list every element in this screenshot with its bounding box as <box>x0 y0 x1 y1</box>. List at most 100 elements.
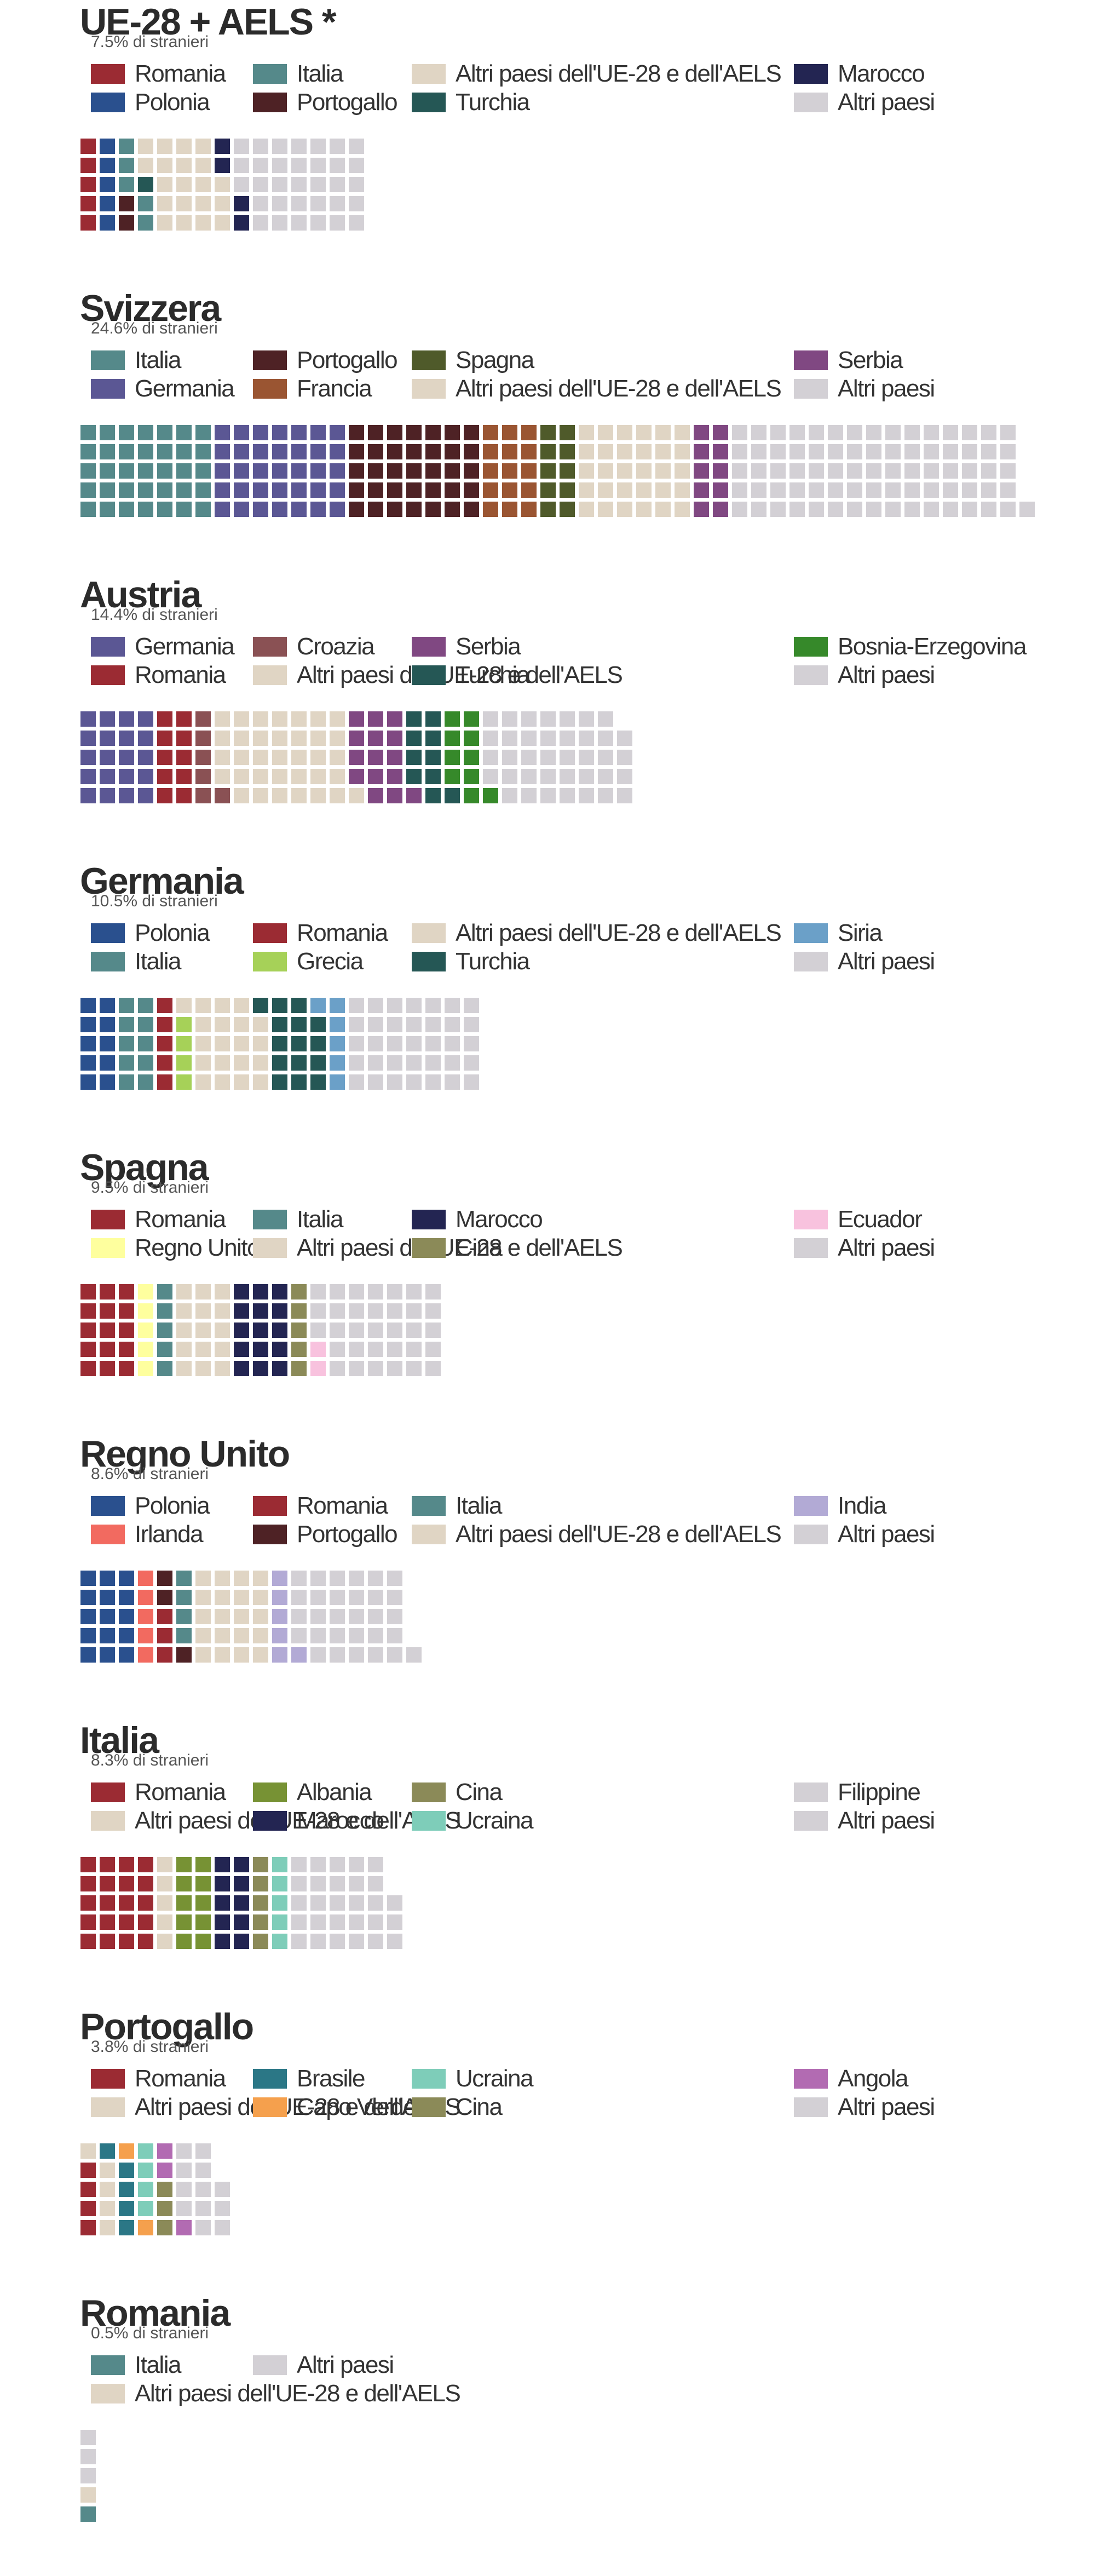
legend-label: Altri paesi <box>838 2094 935 2120</box>
waffle-cell-altri-paesi-dell-ue-28-e-dell-aels <box>157 1914 172 1930</box>
waffle-cell-altri-paesi <box>847 502 862 517</box>
legend-item-angola: Angola <box>794 2065 909 2092</box>
waffle-cell-italia <box>157 463 172 479</box>
waffle-cell-altri-paesi <box>310 196 326 211</box>
waffle-cell-altri-paesi-dell-ue-28-e-dell-aels <box>195 1017 211 1032</box>
waffle-cell-cina <box>291 1303 307 1319</box>
legend-swatch <box>794 64 828 84</box>
legend-item-altri-paesi-dell-ue-28-e-dell-aels: Altri paesi dell'UE-28 e dell'AELS <box>412 375 782 403</box>
waffle-cell-altri-paesi <box>368 1055 383 1071</box>
waffle-cell-altri-paesi <box>176 2143 192 2159</box>
waffle-cell-siria <box>330 1055 345 1071</box>
waffle-cell-germania <box>80 788 96 803</box>
waffle-cell-portogallo <box>387 463 402 479</box>
waffle-cell-altri-paesi <box>464 1074 479 1090</box>
legend-item-croazia: Croazia <box>253 633 375 660</box>
waffle-cell-altri-paesi-dell-ue-28-e-dell-aels <box>176 139 192 154</box>
waffle-cell-altri-paesi-dell-ue-28-e-dell-aels <box>253 1647 268 1663</box>
waffle-cell-altri-paesi <box>866 482 881 498</box>
waffle-cell-altri-paesi <box>521 769 537 784</box>
waffle-cell-germania <box>100 711 115 727</box>
legend-swatch <box>412 1525 446 1544</box>
legend-swatch <box>253 1525 287 1544</box>
waffle-cell-altri-paesi-dell-ue-28-e-dell-aels <box>215 1342 230 1357</box>
waffle-cell-portogallo <box>368 502 383 517</box>
waffle-cell-germania <box>138 750 153 765</box>
waffle-cell-ucraina <box>138 2182 153 2197</box>
waffle-cell-germania <box>215 444 230 459</box>
waffle-cell-regno-unito <box>138 1361 153 1376</box>
legend-item-altri-paesi-dell-ue-28-e-dell-aels: Altri paesi dell'UE-28 e dell'AELS <box>412 919 782 947</box>
waffle-cell-altri-paesi-dell-ue-28-e-dell-aels <box>195 196 211 211</box>
waffle-cell-altri-paesi <box>368 1876 383 1891</box>
waffle-cell-brasile <box>119 2163 134 2178</box>
waffle-cell-altri-paesi <box>445 1017 460 1032</box>
waffle-cell-altri-paesi <box>310 1647 326 1663</box>
waffle-cell-serbia <box>349 769 364 784</box>
legend-item-romania: Romania <box>91 1779 226 1806</box>
waffle-cell-turchia <box>310 1055 326 1071</box>
legend-label: Altri paesi dell'UE-28 e dell'AELS <box>456 375 782 402</box>
waffle-cell-germania <box>119 731 134 746</box>
waffle-cell-portogallo <box>464 425 479 440</box>
waffle-cell-altri-paesi <box>291 196 307 211</box>
legend: Polonia Romania Italia India Irlanda Portogal… <box>0 1432 1095 1548</box>
chart-subtitle: 3.8% di stranieri <box>91 2038 209 2056</box>
waffle-cell-india <box>272 1571 287 1586</box>
waffle-cell-altri-paesi <box>617 750 632 765</box>
waffle-cell-altri-paesi-dell-ue-28-e-dell-aels <box>272 731 287 746</box>
waffle-cell-altri-paesi <box>1000 463 1016 479</box>
legend-label: Portogallo <box>297 89 398 116</box>
waffle-cell-altri-paesi <box>751 482 766 498</box>
legend-label: Altri paesi dell'UE-28 e dell'AELS <box>456 919 782 946</box>
waffle-cell-altri-paesi <box>349 1895 364 1911</box>
waffle-cell-altri-paesi <box>387 1361 402 1376</box>
waffle-cell-altri-paesi-dell-ue-28-e-dell-aels <box>195 1609 211 1624</box>
waffle-cell-altri-paesi <box>215 2201 230 2216</box>
waffle-cell-portogallo <box>368 425 383 440</box>
waffle-cell-altri-paesi-dell-ue-28-e-dell-aels <box>272 788 287 803</box>
legend-label: Romania <box>135 2065 226 2092</box>
waffle-cell-altri-paesi-dell-ue-28-e-dell-aels <box>675 463 690 479</box>
waffle-cell-romania <box>100 1342 115 1357</box>
legend-label: Altri paesi dell'UE-28 e dell'AELS <box>135 2380 461 2407</box>
legend-label: Altri paesi dell'UE-28 e dell'AELS <box>297 662 623 688</box>
waffle-cell-romania <box>80 1342 96 1357</box>
waffle-cell-altri-paesi <box>387 1914 402 1930</box>
waffle-cell-spagna <box>540 425 556 440</box>
waffle-cell-ucraina <box>272 1914 287 1930</box>
waffle-cell-altri-paesi-dell-ue-28-e-dell-aels <box>234 1609 249 1624</box>
waffle-cell-italia <box>138 502 153 517</box>
waffle-cell-serbia <box>387 750 402 765</box>
waffle-cell-altri-paesi <box>483 711 498 727</box>
waffle-cell-altri-paesi <box>310 1895 326 1911</box>
legend-item-altri-paesi: Altri paesi <box>794 948 935 975</box>
waffle-cell-altri-paesi <box>943 444 958 459</box>
waffle-cell-altri-paesi <box>368 1017 383 1032</box>
waffle-cell-altri-paesi <box>310 1323 326 1338</box>
legend-swatch <box>253 1210 287 1229</box>
waffle-cell-altri-paesi <box>368 1361 383 1376</box>
waffle-cell-ucraina <box>138 2163 153 2178</box>
legend-item-italia: Italia <box>91 2351 181 2379</box>
waffle-cell-altri-paesi <box>349 1361 364 1376</box>
waffle-cell-altri-paesi <box>310 1914 326 1930</box>
waffle-cell-altri-paesi <box>406 1036 422 1051</box>
waffle-cell-germania <box>215 425 230 440</box>
waffle-cell-altri-paesi <box>368 1074 383 1090</box>
waffle-cell-altri-paesi-dell-ue-28-e-dell-aels <box>579 444 594 459</box>
waffle-cell-romania <box>80 1914 96 1930</box>
waffle-cell-polonia <box>119 1647 134 1663</box>
legend-swatch <box>91 1783 125 1802</box>
waffle-cell-brasile <box>100 2143 115 2159</box>
waffle-cell-grecia <box>176 1036 192 1051</box>
legend-item-altri-paesi: Altri paesi <box>794 1807 935 1835</box>
waffle-cell-marocco <box>234 1342 249 1357</box>
waffle-cell-polonia <box>119 1571 134 1586</box>
waffle-cell-altri-paesi <box>770 502 786 517</box>
legend-swatch <box>794 637 828 657</box>
waffle-cell-polonia <box>100 1628 115 1643</box>
waffle-cell-altri-paesi <box>387 1647 402 1663</box>
waffle-cell-romania <box>80 2182 96 2197</box>
waffle-cell-marocco <box>234 1895 249 1911</box>
